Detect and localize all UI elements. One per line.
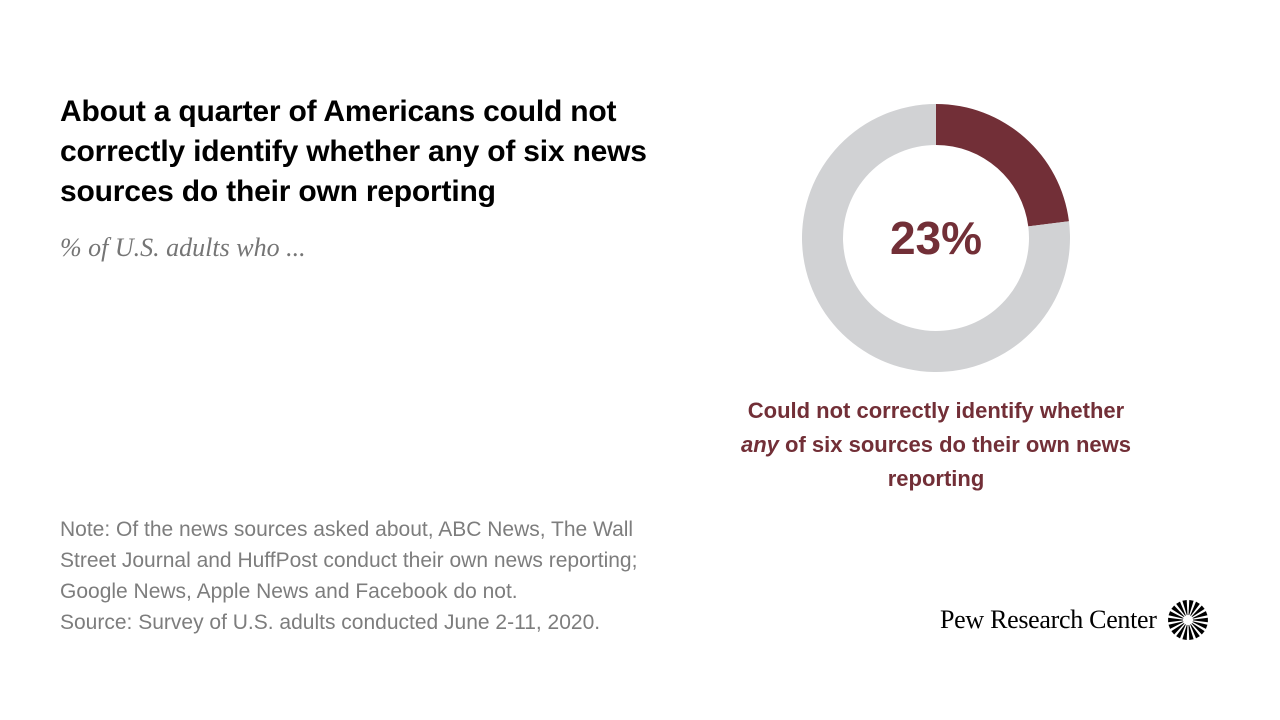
chart-notes: Note: Of the news sources asked about, A… xyxy=(60,514,680,638)
sunburst-ray xyxy=(1189,624,1200,639)
caption-emphasis: any xyxy=(741,432,779,457)
sunburst-ray xyxy=(1168,611,1184,619)
caption-text-before: Could not correctly identify whether xyxy=(747,398,1125,423)
sunburst-ray xyxy=(1167,617,1183,623)
sunburst-ray xyxy=(1182,624,1188,640)
caption-text-after: of six sources do their own news reporti… xyxy=(778,432,1131,491)
donut-caption: Could not correctly identify whether any… xyxy=(736,394,1136,496)
sunburst-ray xyxy=(1192,611,1208,619)
brand-name: Pew Research Center xyxy=(940,605,1157,634)
sunburst-ray xyxy=(1182,600,1188,616)
note-text: Note: Of the news sources asked about, A… xyxy=(60,518,638,603)
donut-slice-remainder xyxy=(802,104,1070,372)
donut-center-value: 23% xyxy=(890,212,982,264)
sunburst-ray xyxy=(1171,605,1185,618)
sunburst-ray xyxy=(1171,622,1185,635)
sunburst-ray xyxy=(1191,622,1205,635)
donut-chart: 23% xyxy=(802,104,1070,372)
sunburst-ray xyxy=(1175,624,1186,639)
sunburst-ray xyxy=(1189,601,1200,616)
sunburst-ray xyxy=(1175,601,1186,616)
source-text: Source: Survey of U.S. adults conducted … xyxy=(60,611,601,634)
donut-slice-highlight xyxy=(936,104,1069,227)
sunburst-ray xyxy=(1168,621,1184,629)
sunburst-ray xyxy=(1192,617,1208,623)
sunburst-ray xyxy=(1188,600,1194,616)
pew-sunburst-icon xyxy=(1167,600,1208,640)
chart-subtitle: % of U.S. adults who ... xyxy=(60,233,306,262)
brand-footer: Pew Research Center xyxy=(940,598,1209,642)
chart-title: About a quarter of Americans could not c… xyxy=(60,95,647,208)
sunburst-ray xyxy=(1192,621,1208,629)
sunburst-ray xyxy=(1188,624,1194,640)
sunburst-ray xyxy=(1191,605,1205,618)
